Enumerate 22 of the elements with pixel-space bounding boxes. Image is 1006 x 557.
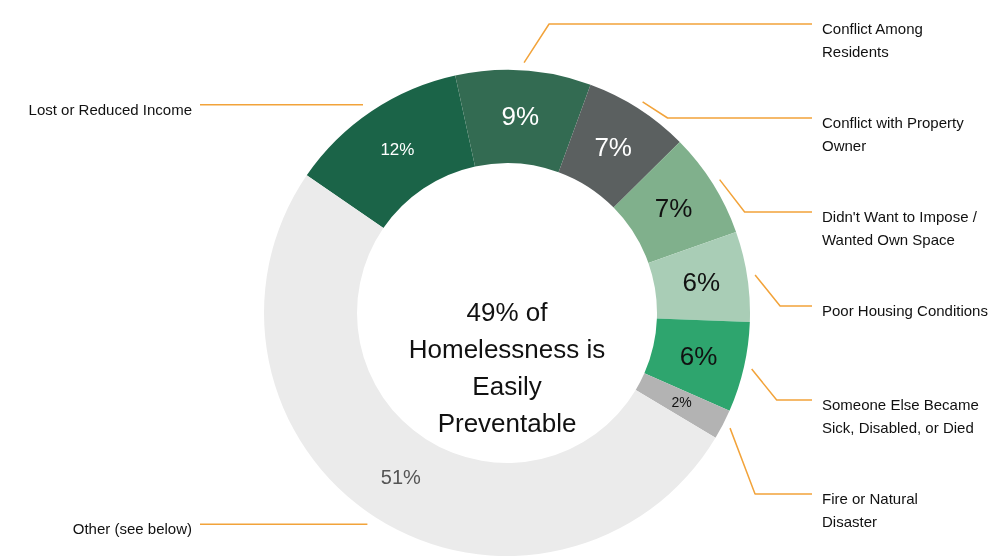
data-label: 6%: [679, 340, 718, 371]
slice-label: Poor Housing Conditions: [822, 302, 988, 319]
donut-slice: [455, 70, 591, 173]
text: 49% of Homelessness is Easily Preventable: [408, 297, 606, 438]
data-label: 7%: [594, 131, 632, 162]
donut-slice: [648, 231, 750, 322]
slice-label: Lost or Reduced Income: [28, 100, 192, 118]
data-label: 12%: [380, 139, 415, 159]
slice-label: Other (see below): [72, 520, 192, 538]
data-label: 6%: [682, 267, 721, 298]
slice-label: Didn't Want to Impose / Wanted Own Space: [822, 208, 978, 248]
data-label: 2%: [671, 394, 692, 411]
data-label: 51%: [380, 466, 422, 489]
donut-slice: [644, 318, 750, 411]
slice-label: Someone Else Became Sick, Disabled, or Died: [822, 396, 979, 436]
slice-label: Fire or Natural Disaster: [822, 490, 918, 530]
slice-label: Conflict with Property Owner: [822, 114, 965, 154]
data-label: 9%: [501, 100, 540, 131]
slice-label: Conflict Among Residents: [822, 20, 923, 60]
data-label: 7%: [654, 192, 693, 223]
donut-slice: [306, 75, 476, 229]
donut-slice: [635, 373, 730, 438]
